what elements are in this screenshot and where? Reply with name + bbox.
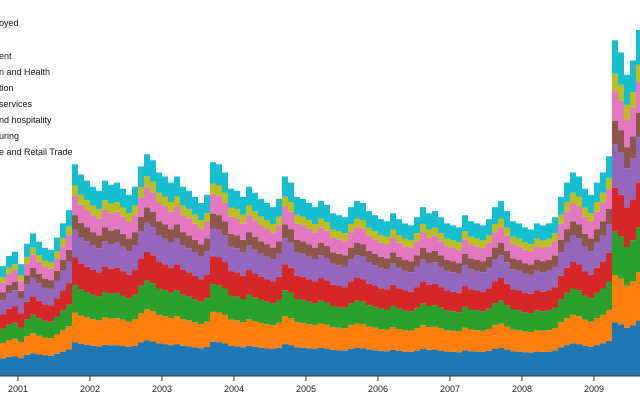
legend-label: oyed <box>0 18 19 28</box>
x-axis-ticks: 2001 2002 2003 2004 2005 2006 2007 2008 2009 <box>8 376 604 394</box>
area-series-3 <box>0 182 640 329</box>
legend-label: nd hospitality <box>0 115 52 125</box>
x-tick-label: 2008 <box>512 384 532 394</box>
legend-label: ent <box>0 51 12 61</box>
series-areas <box>0 30 640 376</box>
x-tick-label: 2004 <box>224 384 244 394</box>
x-tick-label: 2005 <box>296 384 316 394</box>
x-tick-label: 2003 <box>152 384 172 394</box>
legend-label: tion <box>0 83 14 93</box>
legend-label: uring <box>0 131 19 141</box>
legend-label: n and Health <box>0 67 50 77</box>
x-tick-label: 2007 <box>440 384 460 394</box>
x-tick-label: 2009 <box>584 384 604 394</box>
area-series-0 <box>0 320 640 376</box>
area-series-1 <box>0 272 640 359</box>
legend-label: services <box>0 99 33 109</box>
x-tick-label: 2006 <box>368 384 388 394</box>
legend: oyed ent n and Health tion services nd hospit… <box>0 18 73 157</box>
area-series-2 <box>0 227 640 343</box>
x-tick-label: 2001 <box>8 384 28 394</box>
x-tick-label: 2002 <box>80 384 100 394</box>
legend-label: e and Retail Trade <box>0 147 73 157</box>
